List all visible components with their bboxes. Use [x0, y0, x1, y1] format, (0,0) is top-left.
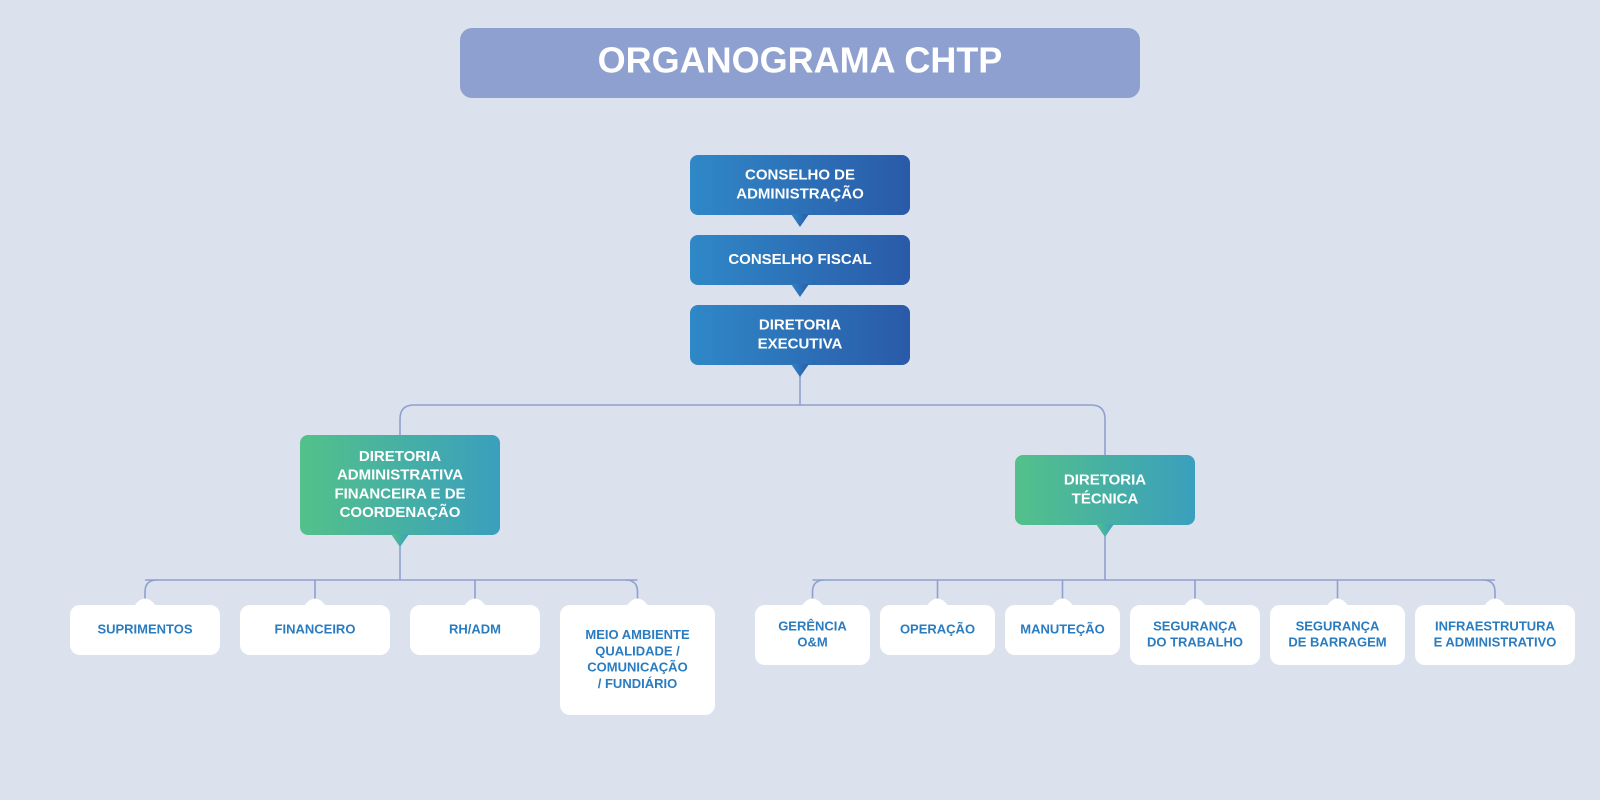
svg-text:RH/ADM: RH/ADM: [449, 621, 501, 636]
meio-amb: MEIO AMBIENTEQUALIDADE /COMUNICAÇÃO/ FUN…: [560, 599, 715, 716]
manutecao: MANUTEÇÃO: [1005, 599, 1120, 656]
svg-text:SEGURANÇADE BARRAGEM: SEGURANÇADE BARRAGEM: [1288, 618, 1386, 649]
infra: INFRAESTRUTURAE ADMINISTRATIVO: [1415, 599, 1575, 666]
rh-adm: RH/ADM: [410, 599, 540, 656]
svg-text:SEGURANÇADO TRABALHO: SEGURANÇADO TRABALHO: [1147, 618, 1243, 649]
svg-text:CONSELHO FISCAL: CONSELHO FISCAL: [728, 251, 871, 268]
operacao: OPERAÇÃO: [880, 599, 995, 656]
svg-text:INFRAESTRUTURAE ADMINISTRATIVO: INFRAESTRUTURAE ADMINISTRATIVO: [1434, 618, 1557, 649]
financeiro: FINANCEIRO: [240, 599, 390, 656]
svg-text:DIRETORIATÉCNICA: DIRETORIATÉCNICA: [1064, 472, 1146, 508]
svg-text:ORGANOGRAMA CHTP: ORGANOGRAMA CHTP: [598, 40, 1003, 81]
svg-text:SUPRIMENTOS: SUPRIMENTOS: [97, 621, 192, 636]
ger-om: GERÊNCIAO&M: [755, 599, 870, 666]
diretoria-tecnica: DIRETORIATÉCNICA: [1015, 455, 1195, 537]
seg-trab: SEGURANÇADO TRABALHO: [1130, 599, 1260, 666]
suprimentos: SUPRIMENTOS: [70, 599, 220, 656]
svg-text:MEIO AMBIENTEQUALIDADE /COMUNI: MEIO AMBIENTEQUALIDADE /COMUNICAÇÃO/ FUN…: [585, 627, 690, 691]
svg-text:OPERAÇÃO: OPERAÇÃO: [900, 621, 975, 636]
svg-text:FINANCEIRO: FINANCEIRO: [275, 621, 356, 636]
diretoria-admin: DIRETORIAADMINISTRATIVAFINANCEIRA E DECO…: [300, 435, 500, 547]
svg-text:MANUTEÇÃO: MANUTEÇÃO: [1020, 621, 1105, 636]
org-chart: ORGANOGRAMA CHTP CONSELHO DEADMINISTRAÇÃO…: [0, 0, 1600, 800]
svg-text:DIRETORIAEXECUTIVA: DIRETORIAEXECUTIVA: [758, 317, 843, 353]
svg-text:CONSELHO DEADMINISTRAÇÃO: CONSELHO DEADMINISTRAÇÃO: [736, 167, 864, 203]
seg-barr: SEGURANÇADE BARRAGEM: [1270, 599, 1405, 666]
